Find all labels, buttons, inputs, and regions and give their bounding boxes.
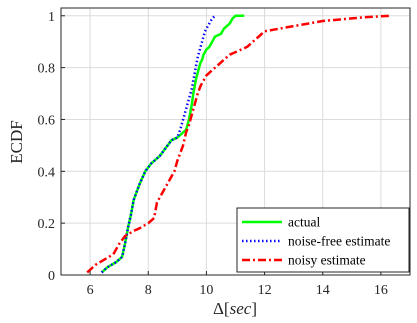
x-tick-label: 6: [87, 283, 94, 298]
x-tick-label: 12: [258, 283, 272, 298]
y-tick-label: 0.2: [38, 217, 56, 232]
x-tick-label: 10: [199, 283, 213, 298]
series-line-actual: [100, 14, 245, 274]
x-tick-labels: 6 8 10 12 14 16: [87, 283, 388, 298]
legend-label-noise-free-estimate: noise-free estimate: [288, 234, 390, 249]
y-tick-label: 0: [48, 269, 55, 284]
legend-label-noisy-estimate: noisy estimate: [288, 253, 366, 268]
x-tick-label: 16: [374, 283, 388, 298]
axes-box: [60, 7, 411, 276]
x-tick-label: 14: [316, 283, 330, 298]
legend: actual noise-free estimate noisy estimat…: [236, 207, 410, 273]
x-tick-label: 8: [145, 283, 152, 298]
y-tick-labels: 0 0.2 0.4 0.6 0.8 1: [38, 10, 56, 284]
y-tick-label: 0.4: [38, 165, 56, 180]
y-tick-label: 1: [48, 10, 55, 25]
y-tick-label: 0.8: [38, 62, 56, 77]
y-tick-label: 0.6: [38, 113, 56, 128]
x-axis-label: Δ[sec]: [213, 299, 257, 318]
series-layer: [86, 14, 390, 274]
series-line-noisy-estimate: [86, 14, 390, 274]
tick-marks: [61, 15, 382, 276]
legend-box: [236, 207, 410, 273]
y-axis-label: ECDF: [7, 120, 26, 163]
legend-label-actual: actual: [288, 215, 320, 230]
